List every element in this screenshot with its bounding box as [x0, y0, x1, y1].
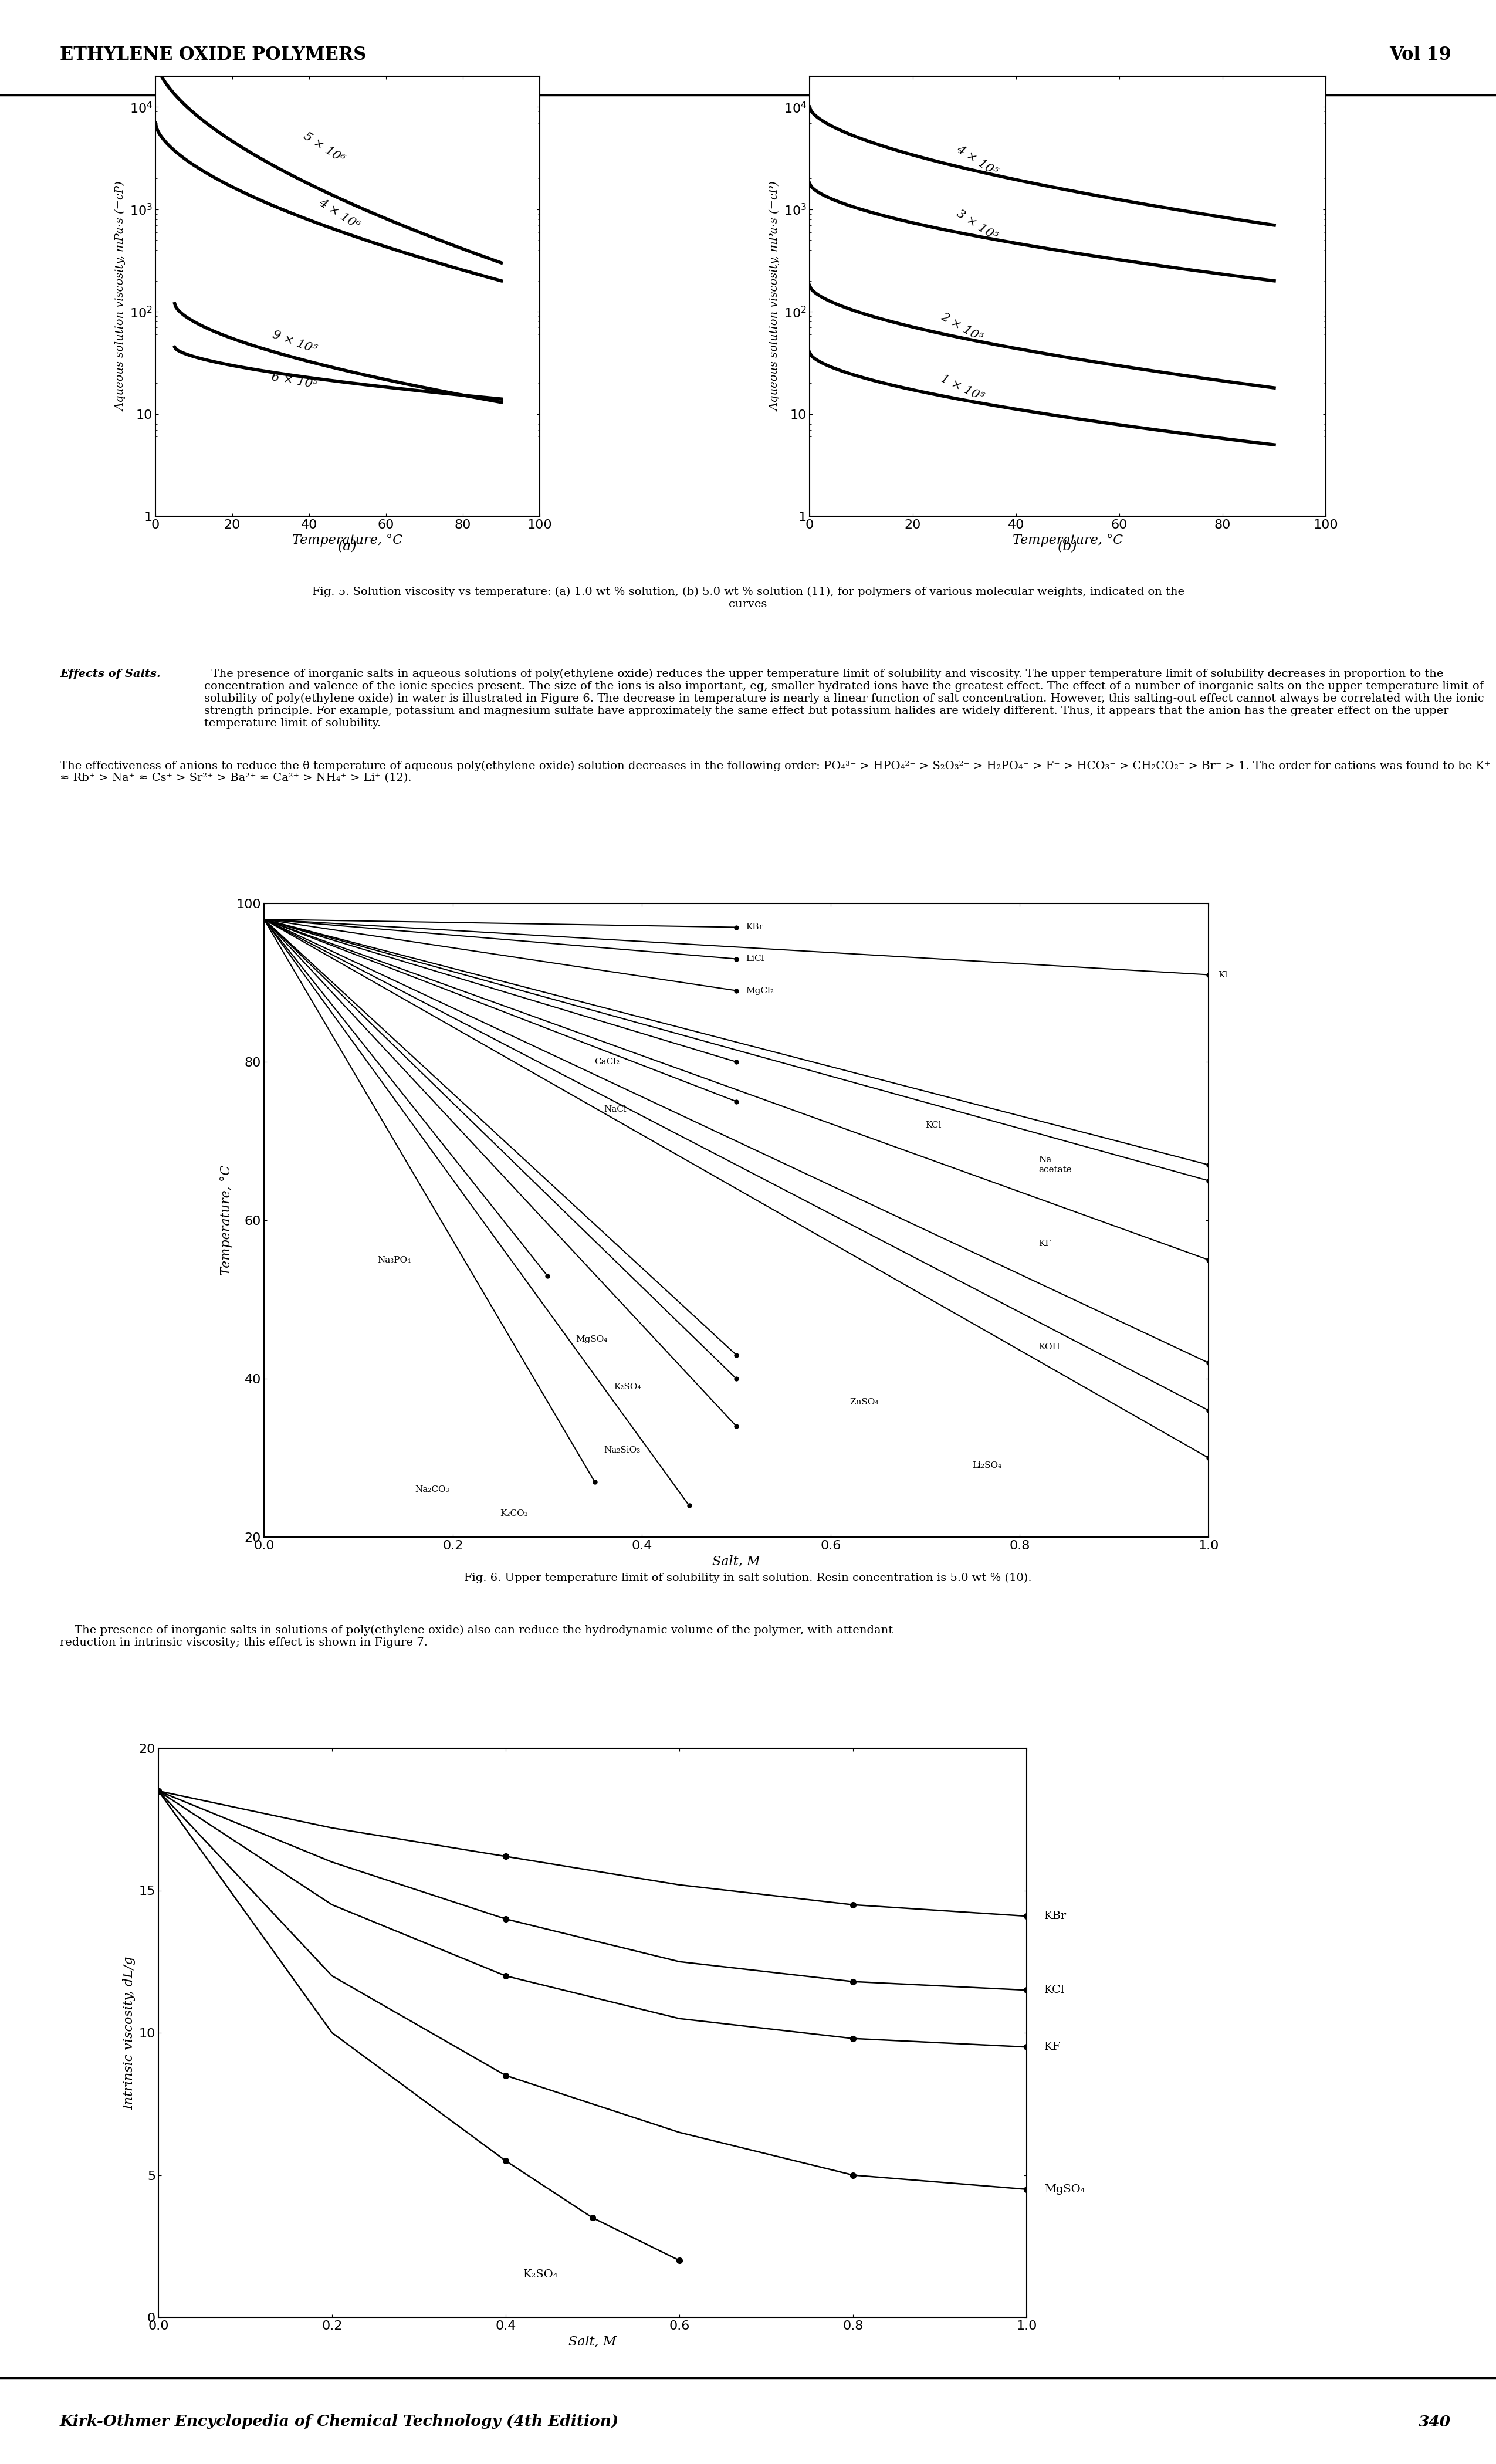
Text: Effects of Salts.: Effects of Salts.	[60, 668, 160, 680]
Text: Na₂CO₃: Na₂CO₃	[414, 1486, 449, 1493]
Text: KOH: KOH	[1038, 1343, 1061, 1350]
Text: (a): (a)	[338, 540, 358, 554]
Text: Na
acetate: Na acetate	[1038, 1156, 1071, 1173]
Text: 3 × 10⁵: 3 × 10⁵	[954, 207, 999, 241]
Text: K₂SO₄: K₂SO₄	[524, 2269, 558, 2279]
X-axis label: Salt, M: Salt, M	[568, 2336, 616, 2348]
Text: Na₃PO₄: Na₃PO₄	[377, 1257, 411, 1264]
Text: Kirk-Othmer Encyclopedia of Chemical Technology (4th Edition): Kirk-Othmer Encyclopedia of Chemical Tec…	[60, 2415, 619, 2430]
X-axis label: Temperature, °C: Temperature, °C	[292, 535, 402, 547]
Text: NaCl: NaCl	[604, 1106, 627, 1114]
Text: LiCl: LiCl	[745, 954, 764, 963]
Text: 9 × 10⁵: 9 × 10⁵	[271, 330, 319, 355]
Text: Fig. 5. Solution viscosity vs temperature: (a) 1.0 wt % solution, (b) 5.0 wt % s: Fig. 5. Solution viscosity vs temperatur…	[311, 586, 1185, 609]
Text: 340: 340	[1418, 2415, 1451, 2430]
Text: KF: KF	[1044, 2043, 1061, 2053]
Text: K₂CO₃: K₂CO₃	[500, 1508, 528, 1518]
Text: Vol 19: Vol 19	[1390, 47, 1451, 64]
Text: Fig. 6. Upper temperature limit of solubility in salt solution. Resin concentrat: Fig. 6. Upper temperature limit of solub…	[464, 1572, 1032, 1584]
Text: Li₂SO₄: Li₂SO₄	[972, 1461, 1002, 1471]
Text: 5 × 10⁶: 5 × 10⁶	[302, 131, 347, 165]
Y-axis label: Aqueous solution viscosity, mPa·s (=cP): Aqueous solution viscosity, mPa·s (=cP)	[115, 182, 126, 411]
Y-axis label: Aqueous solution viscosity, mPa·s (=cP): Aqueous solution viscosity, mPa·s (=cP)	[769, 182, 781, 411]
Text: KBr: KBr	[1044, 1912, 1067, 1922]
Text: Na₂SiO₃: Na₂SiO₃	[604, 1446, 640, 1454]
Text: 6 × 10⁵: 6 × 10⁵	[271, 372, 319, 389]
X-axis label: Salt, M: Salt, M	[712, 1555, 760, 1567]
Text: ETHYLENE OXIDE POLYMERS: ETHYLENE OXIDE POLYMERS	[60, 47, 367, 64]
Text: The presence of inorganic salts in solutions of poly(ethylene oxide) also can re: The presence of inorganic salts in solut…	[60, 1626, 893, 1648]
Text: K₂SO₄: K₂SO₄	[613, 1382, 640, 1390]
Text: ZnSO₄: ZnSO₄	[850, 1400, 878, 1407]
Text: MgSO₄: MgSO₄	[576, 1335, 607, 1343]
Text: 2 × 10⁵: 2 × 10⁵	[938, 310, 984, 345]
Text: KCl: KCl	[1044, 1986, 1065, 1996]
Text: 1 × 10⁵: 1 × 10⁵	[938, 372, 986, 404]
Text: KCl: KCl	[925, 1121, 941, 1129]
Y-axis label: Temperature, °C: Temperature, °C	[220, 1165, 233, 1276]
Text: CaCl₂: CaCl₂	[594, 1057, 619, 1067]
Text: The effectiveness of anions to reduce the θ temperature of aqueous poly(ethylene: The effectiveness of anions to reduce th…	[60, 761, 1490, 784]
Text: Kl: Kl	[1218, 971, 1228, 978]
Text: (b): (b)	[1058, 540, 1077, 554]
Text: 4 × 10⁶: 4 × 10⁶	[317, 197, 362, 232]
Text: KF: KF	[1038, 1239, 1052, 1249]
Text: MgCl₂: MgCl₂	[745, 986, 773, 995]
Text: MgSO₄: MgSO₄	[1044, 2183, 1085, 2195]
Y-axis label: Intrinsic viscosity, dL/g: Intrinsic viscosity, dL/g	[123, 1956, 136, 2109]
Text: 4 × 10⁵: 4 × 10⁵	[954, 143, 999, 177]
Text: The presence of inorganic salts in aqueous solutions of poly(ethylene oxide) red: The presence of inorganic salts in aqueo…	[205, 668, 1484, 729]
Text: KBr: KBr	[745, 924, 763, 931]
X-axis label: Temperature, °C: Temperature, °C	[1013, 535, 1123, 547]
